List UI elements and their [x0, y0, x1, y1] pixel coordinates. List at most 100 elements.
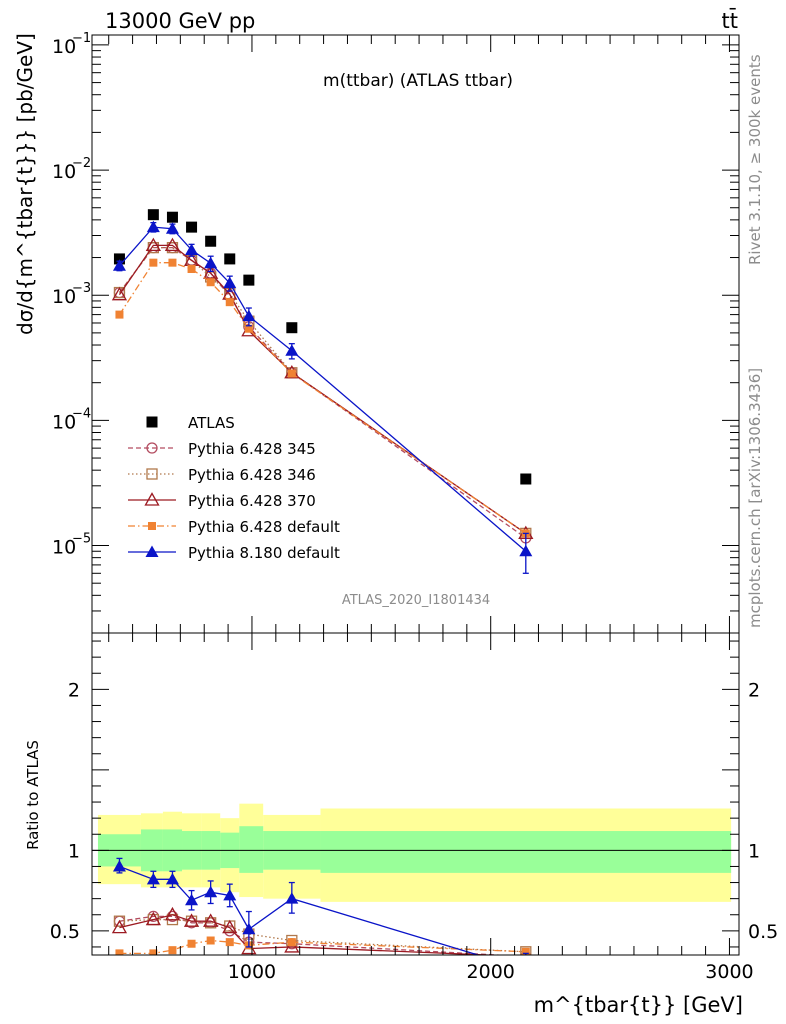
data-point: [149, 258, 158, 267]
x-tick-label: 3000: [705, 961, 753, 983]
ratio-y-label: Ratio to ATLAS: [24, 740, 42, 850]
ratio-line: [119, 918, 526, 953]
data-point: [111, 286, 128, 301]
x-tick-label: 2000: [467, 961, 515, 983]
data-point: [113, 253, 125, 265]
ratio-point: [223, 888, 237, 901]
series-4: [115, 258, 530, 538]
series-0: [113, 209, 532, 485]
data-point: [286, 322, 298, 334]
ratio-point: [203, 913, 219, 927]
data-point: [287, 369, 296, 378]
data-point: [147, 209, 159, 221]
main-y-axis-label: dσ/d{m^{tbar{t}}} [pb/GeV]: [13, 33, 37, 335]
data-point: [519, 544, 533, 557]
ratio-panel: 0.5 0.5 1 1 2 2 1000 2000 3000 Ratio to ATLAS m^…: [24, 632, 778, 1017]
data-point: [168, 258, 177, 267]
data-point: [166, 211, 178, 223]
ratio-point: [222, 919, 238, 934]
legend-marker: [145, 545, 159, 557]
legend-item: Pythia 6.428 370: [128, 492, 316, 510]
ratio-point: [164, 906, 181, 921]
data-point: [165, 222, 179, 234]
y-tick-exponent: −4: [72, 406, 91, 421]
legend: ATLAS Pythia 6.428 345 Pythia 6.428 346 Pyt…: [128, 414, 340, 562]
ratio-point: [112, 859, 126, 872]
main-y-label: dσ/d{m^{tbar{t}}} [pb/GeV]: [13, 33, 37, 335]
legend-marker: [146, 468, 158, 480]
data-point: [164, 237, 181, 252]
legend-item: Pythia 8.180 default: [128, 544, 340, 562]
legend-label: Pythia 8.180 default: [188, 544, 340, 562]
data-point: [185, 243, 199, 255]
ratio-y-tick-label-right: 0.5: [748, 921, 778, 943]
uncertainty-band-inner: [320, 831, 732, 873]
ratio-point: [111, 919, 128, 934]
y-tick-label: 10: [52, 161, 76, 183]
data-point: [520, 473, 532, 485]
data-point: [206, 278, 215, 287]
data-point: [224, 253, 236, 265]
ratio-point: [146, 872, 160, 885]
main-panel: 10−510−410−310−210−1 m(ttbar) (ATLAS ttb…: [13, 31, 740, 634]
ratio-point: [225, 938, 234, 947]
ratio-point: [145, 911, 161, 926]
rivet-label: Rivet 3.1.10, ≥ 300k events: [746, 54, 764, 265]
x-tick-label: 1000: [228, 961, 276, 983]
energy-label: 13000 GeV pp: [105, 9, 255, 33]
y-tick-exponent: −3: [72, 281, 91, 296]
legend-marker: [144, 492, 160, 506]
ratio-point: [168, 946, 177, 955]
ratio-point: [165, 872, 179, 885]
data-point: [242, 309, 256, 322]
y-tick-label: 10: [52, 537, 76, 559]
ratio-y-tick-label-right: 1: [748, 840, 760, 862]
main-axis-ticks: [92, 35, 739, 634]
legend-item: Pythia 6.428 345: [128, 440, 316, 458]
ratio-point: [521, 947, 530, 955]
y-tick-label: 10: [52, 286, 76, 308]
legend-label: Pythia 6.428 370: [188, 492, 316, 510]
y-tick-label: 10: [52, 411, 76, 433]
chart-title: m(ttbar) (ATLAS ttbar): [323, 71, 513, 91]
ratio-point: [115, 949, 124, 955]
series-5: [112, 220, 533, 574]
y-tick-label: 10: [52, 36, 76, 58]
legend-item: Pythia 6.428 346: [128, 466, 316, 484]
ratio-frame: [91, 632, 740, 956]
ratio-plot-area: [92, 803, 739, 955]
series-line: [118, 244, 527, 534]
data-point: [223, 276, 237, 289]
data-point: [205, 235, 217, 247]
data-point: [115, 310, 124, 319]
data-point: [203, 265, 219, 279]
y-tick-exponent: −2: [72, 156, 91, 171]
process-label: tt̄: [722, 8, 738, 33]
mcplots-label: mcplots.cern.ch [arXiv:1306.3436]: [746, 368, 764, 628]
data-point: [243, 274, 255, 286]
ratio-point: [149, 949, 158, 955]
ratio-point: [187, 939, 196, 948]
data-point: [112, 259, 126, 271]
data-point: [225, 298, 234, 307]
main-y-tick-labels: 10−510−410−310−210−1: [52, 31, 91, 559]
series-3: [111, 237, 534, 540]
data-point: [187, 264, 196, 273]
series-line: [118, 226, 527, 552]
ratio-point: [284, 939, 300, 953]
ratio-point: [285, 892, 299, 904]
analysis-id: ATLAS_2020_I1801434: [342, 593, 490, 608]
data-point: [145, 237, 161, 252]
data-point: [186, 221, 198, 233]
series-line: [118, 246, 527, 534]
ratio-y-tick-label: 1: [68, 840, 80, 862]
legend-label: Pythia 6.428 345: [188, 440, 316, 458]
ratio-series-1: [113, 913, 532, 955]
ratio-point: [185, 893, 199, 906]
data-point: [204, 256, 218, 269]
ratio-point: [520, 946, 532, 955]
x-axis-label: m^{tbar{t}} [GeV]: [534, 993, 743, 1017]
ratio-line: [119, 914, 503, 955]
ratio-y-tick-label: 0.5: [50, 921, 80, 943]
